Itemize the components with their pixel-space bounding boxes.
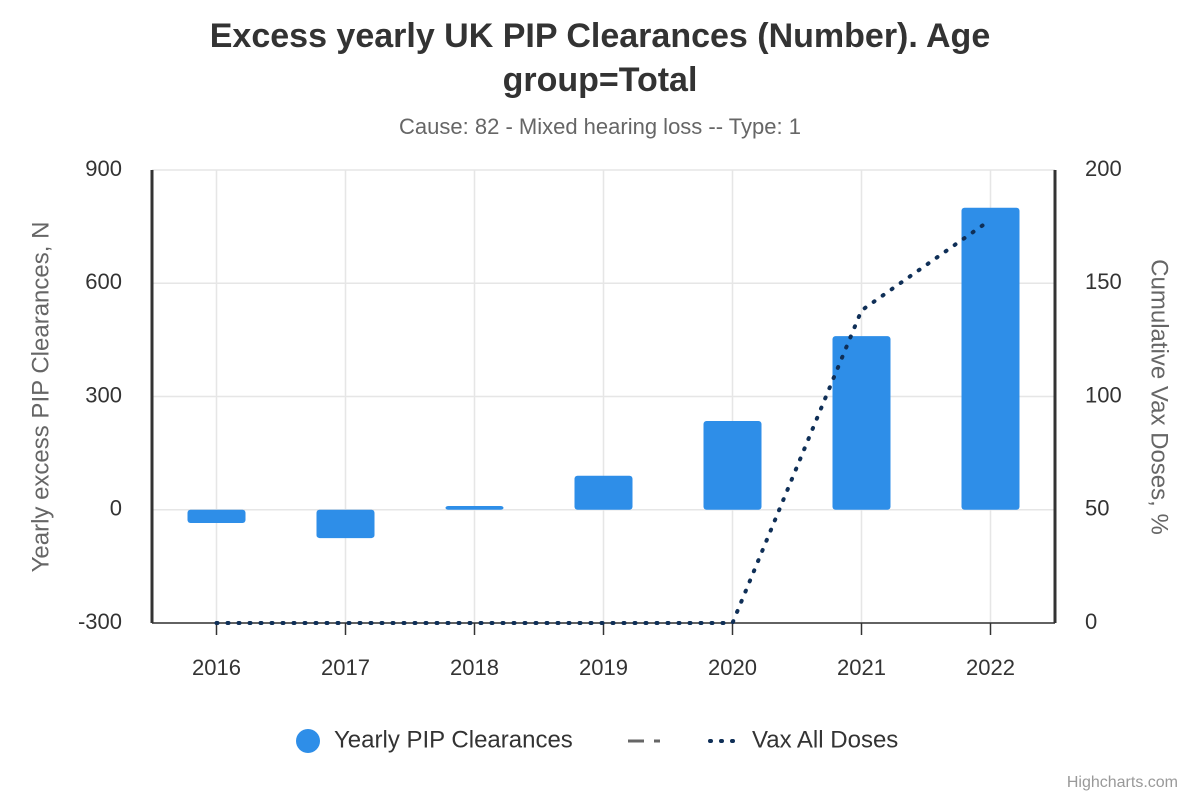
x-tick-label: 2019	[579, 655, 628, 680]
x-tick-label: 2017	[321, 655, 370, 680]
x-tick-label: 2020	[708, 655, 757, 680]
bar	[961, 207, 1020, 510]
bar	[832, 336, 891, 510]
y2-tick-label: 100	[1085, 382, 1122, 407]
bar	[445, 505, 504, 510]
y2-tick-label: 50	[1085, 496, 1109, 521]
y2-tick-label: 200	[1085, 156, 1122, 181]
y-axis-title: Yearly excess PIP Clearances, N	[27, 222, 54, 573]
y-tick-label: 900	[85, 156, 122, 181]
x-tick-label: 2021	[837, 655, 886, 680]
chart-subtitle: Cause: 82 - Mixed hearing loss -- Type: …	[399, 114, 801, 139]
credits: Highcharts.com	[1067, 774, 1178, 791]
legend-label: Yearly PIP Clearances	[334, 726, 573, 753]
y-tick-label: 0	[110, 496, 122, 521]
x-tick-label: 2018	[450, 655, 499, 680]
y2-axis-title: Cumulative Vax Doses, %	[1146, 259, 1173, 535]
bar	[316, 509, 375, 539]
bar	[574, 475, 633, 510]
y-tick-label: 600	[85, 269, 122, 294]
bar	[187, 509, 246, 523]
legend-symbol	[296, 729, 320, 753]
y2-tick-label: 0	[1085, 609, 1097, 634]
y2-tick-label: 150	[1085, 269, 1122, 294]
legend-label: Vax All Doses	[752, 726, 898, 753]
line	[214, 217, 993, 625]
bar	[703, 421, 762, 510]
y-tick-label: 300	[85, 382, 122, 407]
x-tick-label: 2022	[966, 655, 1015, 680]
x-tick-label: 2016	[192, 655, 241, 680]
chart-title: Excess yearly UK PIP Clearances (Number)…	[210, 17, 991, 99]
y-tick-label: -300	[78, 609, 122, 634]
